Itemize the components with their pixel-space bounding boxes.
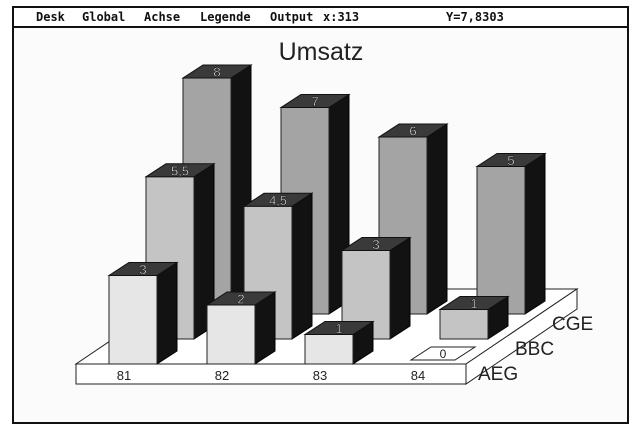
bar-value-label: 1 xyxy=(470,296,477,311)
bar-top-face xyxy=(144,163,216,178)
category-label: 84 xyxy=(411,368,425,383)
menu-achse[interactable]: Achse xyxy=(144,10,181,24)
bar-side-face xyxy=(291,192,313,340)
bar xyxy=(304,334,354,365)
menu-desk[interactable]: Desk xyxy=(36,10,65,24)
category-label: 81 xyxy=(117,368,131,383)
bar-value-label: 5,5 xyxy=(171,163,189,178)
bar-top-face xyxy=(242,192,314,207)
bar xyxy=(108,275,158,365)
bar-value-label: 2 xyxy=(237,292,244,307)
bar-top-face xyxy=(475,153,547,167)
bar-value-label: 4,5 xyxy=(269,193,287,208)
legend-series-label: AEG xyxy=(478,364,518,385)
bar-value-label: 6 xyxy=(409,124,416,139)
chart-title: Umsatz xyxy=(279,38,364,66)
bar xyxy=(206,304,256,365)
category-label: 83 xyxy=(313,368,327,383)
bar-value-label: 3 xyxy=(139,262,146,277)
menu-bar: Desk Global Achse Legende Output x:313 Y… xyxy=(14,8,627,28)
menu-output[interactable]: Output xyxy=(270,10,314,24)
bar-value-label: 8 xyxy=(213,65,220,80)
bar-chart-3d: Umsatz 81 82 83 84 AEG BBC CGE 8 7 6 5 5,5 4,5 3 1 3 2 1… xyxy=(74,38,593,385)
bar-side-face xyxy=(156,261,178,365)
bar-top-face xyxy=(377,123,449,138)
y-coordinate-readout: Y=7,8303 xyxy=(446,10,504,24)
category-label: 82 xyxy=(215,368,229,383)
bar-side-face xyxy=(524,152,546,315)
bar-value-label: 0 xyxy=(440,347,447,361)
bar xyxy=(439,309,489,340)
bar-top-face xyxy=(205,291,277,306)
app-window: Desk Global Achse Legende Output x:313 Y… xyxy=(12,6,629,424)
bar-side-face xyxy=(426,123,448,315)
bar-value-label: 5 xyxy=(507,153,514,168)
bar-top-face xyxy=(340,237,412,251)
chart-bars: 8 7 6 5 5,5 4,5 3 1 3 2 1 0 xyxy=(107,64,547,365)
menu-global[interactable]: Global xyxy=(82,10,126,24)
bar-value-label: 7 xyxy=(311,94,318,109)
bar xyxy=(476,166,526,315)
bar-top-face xyxy=(279,94,351,108)
chart-area: Umsatz 81 82 83 84 AEG BBC CGE 8 7 6 5 5,5 4,5 3 1 3 2 1… xyxy=(14,28,627,422)
bar-zero-outline xyxy=(409,346,477,361)
bar-value-label: 3 xyxy=(372,237,379,252)
bar-top-face xyxy=(438,296,510,310)
bar-side-face xyxy=(389,236,411,340)
x-coordinate-readout: x:313 xyxy=(323,10,360,24)
bar-top-face xyxy=(181,64,253,79)
floor-front xyxy=(75,363,467,385)
bar-top-face xyxy=(303,321,375,335)
menu-legende[interactable]: Legende xyxy=(200,10,251,24)
bar-value-label: 1 xyxy=(335,321,342,336)
legend-series-label: BBC xyxy=(515,339,554,360)
bar-top-face xyxy=(107,262,179,276)
legend-series-label: CGE xyxy=(552,314,593,335)
